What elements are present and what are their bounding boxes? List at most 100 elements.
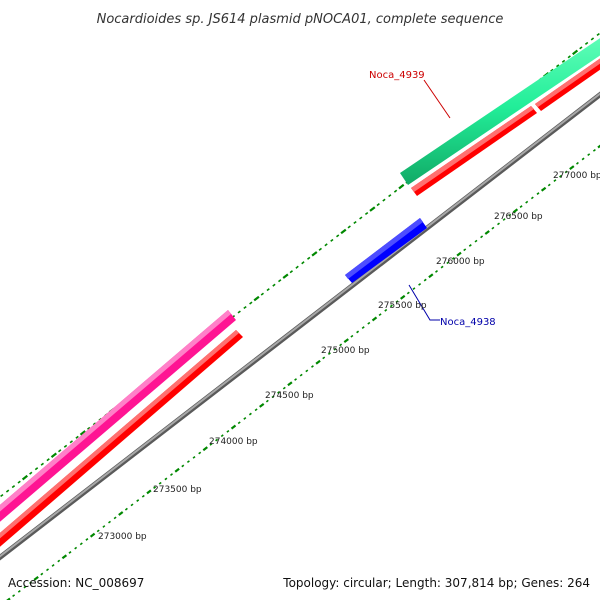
track-tick [17, 480, 21, 484]
track-tick [559, 174, 562, 178]
gene-label-noca-4938[interactable]: Noca_4938 [408, 284, 496, 328]
track-tick [389, 304, 393, 308]
track-tick [118, 511, 124, 516]
gene-label-noca-4939[interactable]: Noca_4939 [369, 70, 451, 119]
track-tick [369, 206, 376, 212]
track-tick [428, 273, 434, 279]
track-tick [350, 334, 354, 338]
track-tick [96, 529, 100, 533]
track-tick [530, 196, 534, 200]
track-tick [220, 434, 224, 438]
track-tick [192, 455, 196, 459]
track-tick [23, 585, 27, 589]
track-tick [512, 208, 519, 214]
track-tick [248, 412, 252, 416]
gene-noca-4938-arrow[interactable] [345, 218, 427, 283]
track-tick [266, 288, 270, 292]
track-tick [57, 559, 61, 563]
track-tick [597, 144, 600, 149]
tick-label: 273000 bp [98, 532, 147, 542]
track-tick [406, 291, 410, 295]
track-tick [136, 499, 140, 502]
track-tick [547, 183, 551, 187]
track-tick [590, 37, 595, 41]
track-tick [58, 449, 62, 453]
track-tick [553, 179, 557, 183]
track-tick [388, 194, 392, 198]
track-tick [592, 148, 596, 152]
track-tick [324, 243, 328, 247]
track-tick [243, 416, 247, 420]
track-tick [287, 381, 293, 387]
track-tick [259, 403, 265, 408]
track-tick [491, 226, 495, 230]
track-tick [336, 234, 340, 238]
track-tick [330, 238, 334, 242]
track-tick [68, 551, 72, 554]
track-tick [271, 395, 275, 399]
track-tick [569, 165, 575, 170]
track-tick [89, 532, 96, 538]
track-tick [102, 525, 106, 528]
track-tick [440, 265, 444, 269]
track-tick [305, 369, 309, 373]
track-tick [253, 295, 260, 302]
track-tick [361, 326, 365, 330]
track-tick [519, 205, 523, 208]
track-tick [92, 422, 97, 426]
track-tick [278, 279, 282, 283]
track-tick [423, 278, 427, 282]
track-tick [294, 378, 297, 381]
track-tick [572, 49, 579, 56]
track-tick [584, 41, 589, 45]
track-tick [400, 294, 406, 300]
track-tick [63, 444, 68, 448]
track-tick [186, 460, 190, 464]
track-tick [215, 438, 219, 442]
tick-label: 273500 bp [153, 485, 202, 495]
track-tick [587, 153, 591, 157]
track-tick [376, 203, 380, 207]
track-tick [75, 435, 79, 439]
track-tick [581, 157, 585, 161]
track-tick [153, 486, 157, 489]
tick-label: 277000 bp [553, 171, 600, 181]
sequence-backbone [0, 91, 600, 561]
gene-label-noca-4938-text: Noca_4938 [440, 317, 496, 328]
track-tick [69, 440, 73, 444]
track-tick [174, 467, 180, 473]
track-tick [260, 292, 264, 296]
track-tick [29, 471, 33, 475]
track-tick [318, 247, 322, 251]
track-tick [340, 228, 347, 235]
track-tick [484, 230, 490, 235]
track-tick [230, 424, 237, 430]
track-tick [502, 218, 506, 221]
track-tick [79, 430, 86, 436]
track-tick [0, 493, 4, 498]
track-tick [295, 265, 299, 269]
track-tick [61, 554, 68, 560]
track-tick [21, 474, 28, 481]
track-tick [17, 589, 21, 593]
track-tick [382, 198, 386, 202]
track-tick [327, 352, 331, 355]
tick-label: 276000 bp [436, 257, 485, 267]
track-tick [339, 343, 343, 347]
track-tick [146, 489, 152, 495]
track-tick [347, 225, 351, 229]
track-tick [575, 161, 579, 165]
track-tick [12, 594, 16, 598]
feature-band-green [400, 38, 600, 185]
position-tick-labels: 273000 bp 273500 bp 274000 bp 274500 bp … [98, 171, 600, 542]
track-tick [398, 183, 405, 190]
track-tick [141, 494, 145, 498]
tick-label: 274000 bp [209, 437, 258, 447]
track-tick [51, 563, 55, 567]
inner-tick-track [6, 144, 600, 600]
track-tick [170, 473, 173, 477]
track-tick [446, 261, 450, 265]
track-tick [124, 507, 128, 511]
track-tick [315, 359, 321, 365]
track-tick [265, 399, 269, 403]
